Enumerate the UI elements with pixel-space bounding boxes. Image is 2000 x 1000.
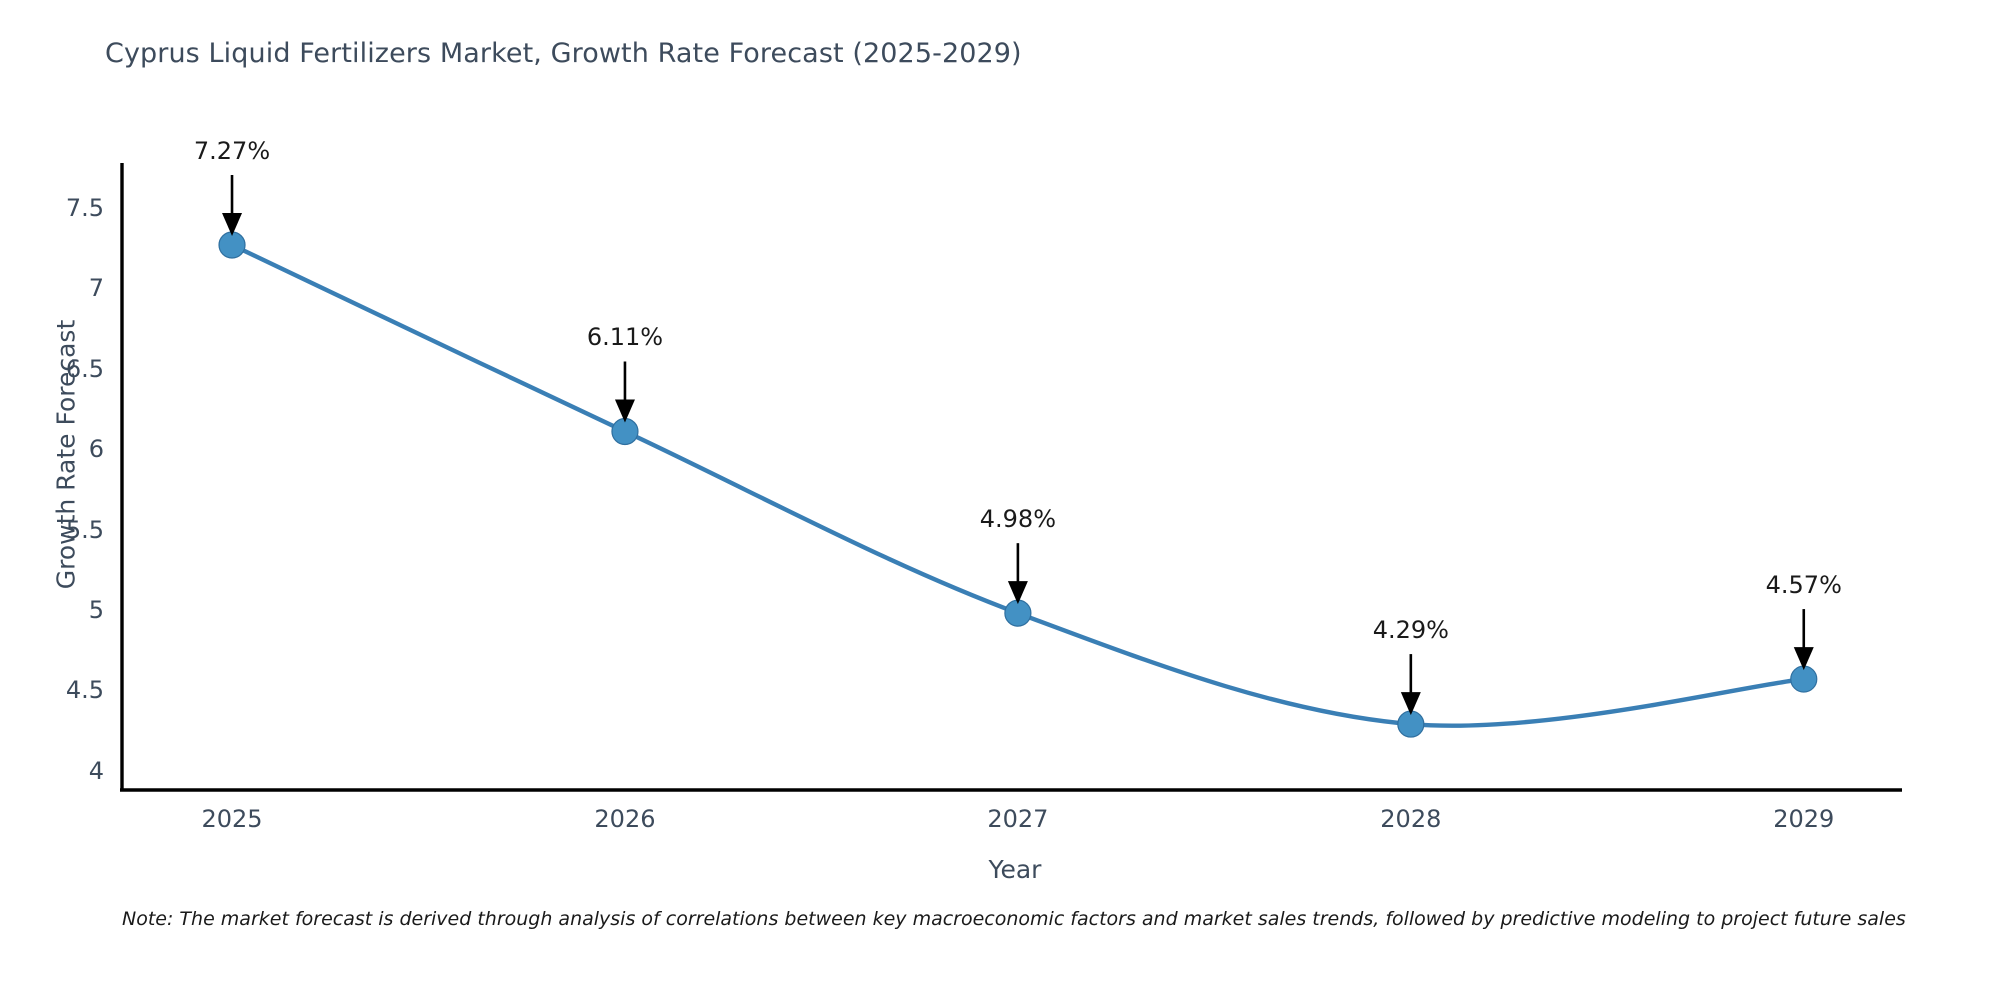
data-point-label: 4.57%: [1765, 571, 1842, 600]
x-axis-label: Year: [988, 855, 1042, 884]
x-axis-tick-label: 2027: [987, 805, 1049, 833]
y-axis-tick-label: 5.5: [65, 515, 104, 544]
y-axis-tick-group: 7.5 7 6.5 6 5.5 5 4.5 4: [0, 0, 104, 1000]
annotation-arrow-head: [222, 212, 243, 236]
y-axis-tick-label: 7: [88, 274, 104, 303]
x-axis-tick-label: 2029: [1773, 805, 1835, 833]
x-axis-tick-label: 2025: [201, 805, 263, 833]
x-axis-label-wrap: Year: [0, 855, 2000, 884]
data-point-markers: [218, 231, 1818, 738]
chart-footnote: Note: The market forecast is derived thr…: [122, 908, 1906, 930]
y-axis-tick-label: 4.5: [65, 676, 104, 705]
y-axis-tick-label: 7.5: [65, 194, 104, 222]
y-axis-tick-label: 6.5: [65, 354, 104, 383]
data-point-label: 4.98%: [979, 505, 1057, 534]
annotation-arrows: [222, 174, 1814, 716]
data-point-label: 4.29%: [1372, 616, 1449, 645]
data-point-label: 6.11%: [586, 323, 664, 352]
x-axis-tick-label: 2026: [594, 805, 656, 833]
x-axis-tick-label: 2028: [1380, 805, 1442, 833]
series-line: [229, 242, 1806, 728]
axis-spines: [120, 163, 1902, 792]
annotation-arrow-head: [614, 399, 635, 423]
y-axis-tick-label: 4: [88, 756, 104, 785]
y-axis-tick-label: 6: [88, 435, 104, 464]
chart-title: Cyprus Liquid Fertilizers Market, Growth…: [105, 38, 1022, 69]
data-point-label: 7.27%: [193, 136, 271, 165]
annotation-arrow-head: [1007, 581, 1028, 605]
data-series-growth-rate: [229, 242, 1806, 728]
annotation-arrow-head: [1793, 647, 1814, 671]
y-axis-tick-label: 5: [88, 595, 104, 624]
annotation-arrow-head: [1400, 692, 1421, 716]
